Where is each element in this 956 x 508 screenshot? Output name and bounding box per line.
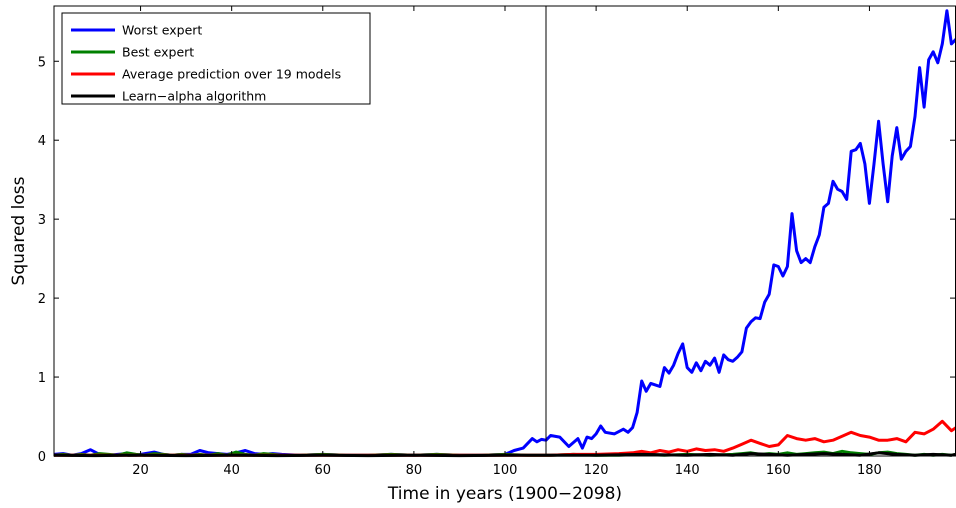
legend-label: Worst expert bbox=[122, 23, 202, 38]
x-tick-label: 60 bbox=[315, 463, 332, 478]
legend-label: Learn−alpha algorithm bbox=[122, 89, 266, 104]
legend: Worst expert Best expert Average predictio… bbox=[61, 12, 371, 105]
x-axis-title: Time in years (1900−2098) bbox=[387, 484, 622, 504]
y-axis-title: Squared loss bbox=[9, 176, 29, 285]
y-tick-label: 1 bbox=[38, 371, 46, 386]
series-line-2 bbox=[54, 419, 956, 457]
legend-label: Best expert bbox=[122, 45, 194, 60]
x-tick-label: 40 bbox=[223, 463, 240, 478]
y-tick-label: 5 bbox=[38, 55, 46, 70]
x-tick-label: 20 bbox=[132, 463, 149, 478]
y-tick-label: 4 bbox=[38, 134, 46, 149]
y-tick-label: 2 bbox=[38, 292, 46, 307]
x-tick-label: 80 bbox=[406, 463, 423, 478]
x-tick-label: 180 bbox=[857, 463, 882, 478]
legend-items: Worst expert Best expert Average predictio… bbox=[71, 23, 341, 104]
x-tick-label: 160 bbox=[766, 463, 791, 478]
x-tick-label: 120 bbox=[584, 463, 609, 478]
legend-label: Average prediction over 19 models bbox=[122, 67, 341, 82]
ticks-layer: 20 40 60 80 100 120 140 160 180 0 1 2 3 4 5 bbox=[38, 6, 955, 478]
legend-box bbox=[61, 12, 371, 105]
y-tick-label: 0 bbox=[38, 450, 46, 465]
x-tick-label: 140 bbox=[675, 463, 700, 478]
y-tick-label: 3 bbox=[38, 213, 46, 228]
x-tick-label: 100 bbox=[493, 463, 518, 478]
series-line-0 bbox=[53, 9, 956, 457]
